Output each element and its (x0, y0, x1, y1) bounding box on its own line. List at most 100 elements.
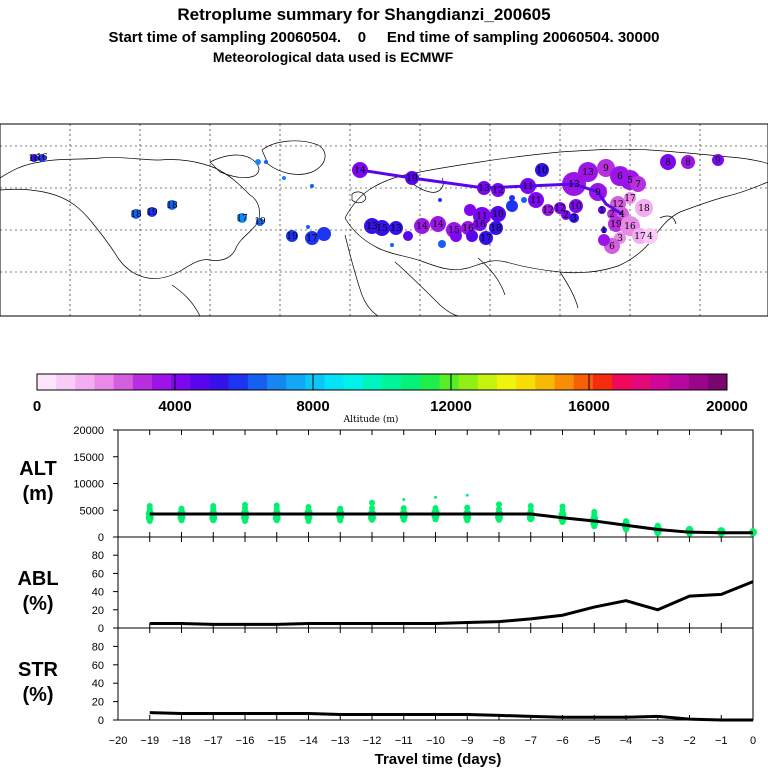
x-tick-label: −17 (204, 735, 223, 747)
alt-scatter-point (464, 504, 471, 511)
y-tick-label: 60 (92, 660, 104, 672)
x-tick-label: −7 (524, 735, 537, 747)
panel-ylabel-unit: (m) (22, 483, 53, 505)
colorbar-tick-label: 4000 (158, 398, 191, 415)
map-number-label: 18 (490, 224, 502, 234)
plume-marker (237, 213, 247, 223)
colorbar-cell (477, 374, 498, 390)
alt-scatter-point (178, 505, 185, 512)
y-tick-label: 5000 (80, 505, 104, 517)
alt-scatter-point (623, 517, 629, 524)
colorbar-cell (75, 374, 95, 390)
x-tick-label: −15 (267, 735, 286, 747)
y-tick-label: 15000 (73, 452, 104, 464)
series-line-str (149, 711, 753, 722)
map-number-label: 10 (536, 166, 548, 176)
panel-ylabel-str: STR (18, 659, 59, 681)
colorbar-tick-label: 20000 (706, 398, 748, 415)
map-plume-markers (30, 154, 724, 254)
map-number-label: 4 (647, 232, 653, 242)
map-number-label: 2 (563, 211, 569, 221)
x-tick-label: −12 (363, 735, 382, 747)
map-number-label: 2 (609, 210, 615, 220)
colorbar-cell (305, 374, 325, 390)
x-tick-label: −1 (715, 735, 728, 747)
plume-marker (450, 230, 462, 242)
map-number-label: 13 (582, 168, 594, 178)
map-number-label: 14 (432, 220, 444, 230)
y-tick-label: 20 (92, 605, 104, 617)
map-number-label: 13 (366, 222, 378, 232)
x-tick-label: −19 (140, 735, 159, 747)
x-tick-label: −16 (236, 735, 255, 747)
map-number-label: 16 (462, 224, 474, 234)
panel-frame (117, 627, 754, 721)
x-tick-label: −14 (299, 735, 318, 747)
plume-marker (506, 200, 518, 212)
colorbar-cell (554, 374, 574, 390)
plume-marker (30, 154, 38, 162)
colorbar-cell (94, 374, 114, 390)
colorbar-cell (209, 374, 229, 390)
map-number-label: 8 (685, 158, 691, 168)
plume-marker (305, 231, 319, 245)
alt-scatter-point (369, 499, 375, 506)
plume-track-line (359, 168, 623, 216)
plume-marker (282, 176, 286, 180)
alt-scatter-point (496, 501, 502, 508)
colorbar-tick-label: 0 (33, 398, 41, 415)
plume-marker (569, 213, 579, 223)
x-axis-label: Travel time (days) (375, 751, 502, 768)
alt-scatter-point (402, 498, 406, 502)
coast-india (559, 271, 579, 309)
y-tick-label: 60 (92, 568, 104, 580)
plume-marker (310, 184, 314, 188)
alt-scatter-point (369, 505, 375, 512)
plume-marker (490, 206, 506, 222)
colorbar-cell (267, 374, 287, 390)
x-tick-label: −18 (172, 735, 191, 747)
x-tick-label: −8 (493, 735, 506, 747)
map-number-label: 10 (570, 202, 582, 212)
colorbar-cell (573, 374, 594, 390)
coast-arabia (477, 257, 506, 296)
x-tick-label: −4 (620, 735, 633, 747)
alt-scatter-point (242, 501, 248, 508)
plume-marker (569, 199, 583, 213)
map-number-label: 12 (492, 186, 503, 196)
plume-marker (489, 221, 503, 235)
map-number-label: 8 (665, 158, 671, 168)
colorbar-tick-label: 16000 (568, 398, 610, 415)
colorbar-cell (171, 374, 191, 390)
colorbar-cell (631, 374, 651, 390)
colorbar-cell (228, 374, 249, 390)
plume-marker (509, 195, 515, 201)
colorbar-cell (458, 374, 479, 390)
plume-marker (521, 197, 527, 203)
x-tick-label: −13 (331, 735, 350, 747)
plume-marker (390, 243, 394, 247)
alt-scatter-point (434, 495, 437, 499)
map-number-label: 5 (627, 176, 633, 186)
alt-scatter-point (654, 522, 661, 529)
coast-africa-east (394, 261, 461, 317)
plume-marker (681, 155, 695, 169)
plume-marker (167, 200, 177, 210)
map-number-label: 9 (603, 164, 609, 174)
alt-scatter-point (496, 506, 502, 513)
map-number-label: 10 (492, 210, 504, 220)
x-tick-label: −9 (461, 735, 474, 747)
colorbar-cell (669, 374, 689, 390)
map-number-label: 17 (236, 214, 248, 224)
colorbar-cell (382, 374, 402, 390)
series-line-abl (149, 580, 754, 626)
colorbar-cell (401, 374, 421, 390)
colorbar-cell (113, 374, 134, 390)
alt-scatter-point (591, 508, 598, 515)
plume-marker (712, 154, 724, 166)
map-number-label: 19 (406, 174, 418, 184)
plume-marker (578, 162, 598, 182)
